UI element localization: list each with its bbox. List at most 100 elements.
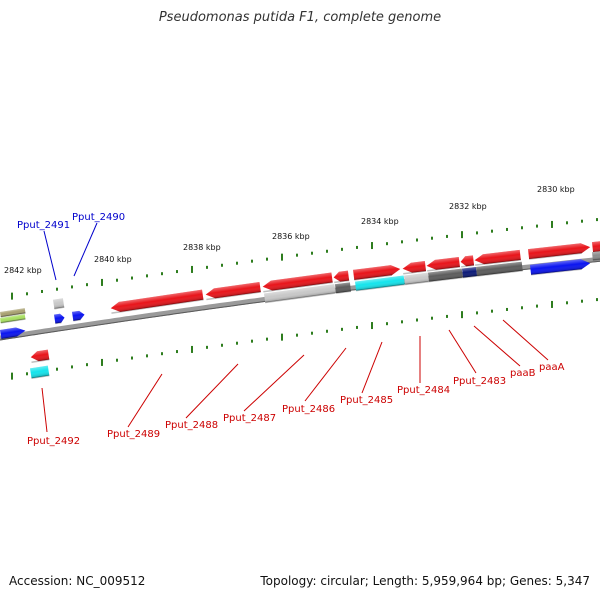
scale-ticks <box>11 218 598 380</box>
gene-r10-edge <box>111 298 204 314</box>
leader-pput-2487 <box>243 354 305 412</box>
gene-cyan1 <box>355 275 405 292</box>
gene-cyan2-edge <box>31 374 50 379</box>
gene-cyan1-shade <box>355 275 405 291</box>
gene-g0 <box>592 250 600 261</box>
gene-r8-edge <box>263 281 333 293</box>
scale-label-2834: 2834 kbp <box>361 217 399 226</box>
gene-r2-edge <box>475 259 521 266</box>
gene-r6-shade <box>353 265 401 280</box>
gene-b1 <box>530 259 591 276</box>
gene-lg3 <box>53 298 65 310</box>
gene-dg2 <box>428 268 463 283</box>
gene-r3-edge <box>461 264 475 268</box>
gene-lg3-edge <box>54 306 65 310</box>
gene-cyan1-edge <box>356 283 405 292</box>
scale-label-2832: 2832 kbp <box>449 202 487 211</box>
gene-r10 <box>110 289 204 314</box>
gene-label-paaa[interactable]: paaA <box>539 362 565 373</box>
gene-r4-edge <box>427 266 461 272</box>
gene-r8 <box>262 272 333 293</box>
gene-cyan2-shade <box>30 365 50 379</box>
gene-label-pput-2490[interactable]: Pput_2490 <box>72 212 125 223</box>
gene-r8-shade <box>262 272 333 291</box>
gene-r9-edge <box>206 291 261 301</box>
scale-label-2840: 2840 kbp <box>94 255 132 264</box>
gene-r1-edge <box>529 252 582 260</box>
gene-features <box>0 241 600 379</box>
gene-olive1 <box>0 308 26 318</box>
gene-r6-edge <box>354 274 393 281</box>
gene-b2-edge <box>1 335 18 340</box>
gene-lg2-edge <box>265 292 336 304</box>
gene-lg2-shade <box>264 284 336 303</box>
gene-r6 <box>353 265 401 281</box>
label-leader-lines <box>41 222 549 433</box>
gene-r4-shade <box>426 256 460 270</box>
leader-pput-2490 <box>73 222 98 277</box>
leader-pput-2491 <box>43 230 57 281</box>
gene-olive1-edge <box>0 312 26 318</box>
gene-dg3-shade <box>335 282 352 294</box>
gene-label-pput-2483[interactable]: Pput_2483 <box>453 376 506 387</box>
gene-r1b <box>592 241 600 253</box>
gene-r1b-shade <box>592 241 600 253</box>
gene-olive1-shade <box>0 308 26 317</box>
gene-label-pput-2491[interactable]: Pput_2491 <box>17 220 70 231</box>
gene-label-pput-2492[interactable]: Pput_2492 <box>27 436 80 447</box>
gene-label-pput-2485[interactable]: Pput_2485 <box>340 395 393 406</box>
gene-label-pput-2489[interactable]: Pput_2489 <box>107 429 160 440</box>
gene-label-pput-2488[interactable]: Pput_2488 <box>165 420 218 431</box>
gene-b3 <box>54 313 65 325</box>
gene-r5-edge <box>403 270 427 275</box>
leader-pput-2489 <box>127 373 163 428</box>
scale-label-2830: 2830 kbp <box>537 185 575 194</box>
gene-green1-edge <box>0 318 26 324</box>
gene-r4 <box>426 256 461 272</box>
gene-navy1-edge <box>462 275 478 279</box>
gene-lg1 <box>404 272 430 286</box>
gene-label-paab[interactable]: paaB <box>510 368 536 379</box>
gene-b2 <box>0 327 26 340</box>
gene-dg3-edge <box>336 290 352 294</box>
gene-g0-shade <box>592 250 600 261</box>
gene-lg3-shade <box>53 298 65 309</box>
gene-dg1-edge <box>476 269 523 277</box>
gene-r2-shade <box>474 249 521 265</box>
gene-label-pput-2486[interactable]: Pput_2486 <box>282 404 335 415</box>
gene-r1 <box>528 243 591 260</box>
leader-paab <box>473 325 521 367</box>
gene-lg1-shade <box>404 272 429 285</box>
gene-r3-shade <box>460 255 475 267</box>
gene-cyan2 <box>30 365 50 379</box>
scale-label-2838: 2838 kbp <box>183 243 221 252</box>
gene-r1-shade <box>528 243 591 260</box>
map-title: Pseudomonas putida F1, complete genome <box>158 10 442 25</box>
gene-green1-shade <box>0 314 26 323</box>
gene-r11-edge <box>31 358 50 363</box>
leader-pput-2485 <box>361 341 383 394</box>
gene-r7-shade <box>333 270 350 282</box>
gene-lg1-edge <box>405 280 430 286</box>
gene-dg2-edge <box>428 276 463 283</box>
gene-navy1-shade <box>462 267 477 278</box>
gene-b3-shade <box>54 313 65 324</box>
gene-label-pput-2484[interactable]: Pput_2484 <box>397 385 450 396</box>
leader-pput-2488 <box>185 363 239 419</box>
gene-label-pput-2487[interactable]: Pput_2487 <box>223 413 276 424</box>
leader-pput-2483 <box>448 329 477 374</box>
gene-lg2 <box>264 284 336 304</box>
gene-green1 <box>0 314 26 324</box>
gene-r10-shade <box>110 289 204 312</box>
gene-r5-shade <box>402 261 427 273</box>
gene-r7-edge <box>334 279 350 284</box>
gene-dg1-shade <box>476 261 523 276</box>
gene-b2-shade <box>0 327 26 339</box>
gene-b4-edge <box>73 319 81 322</box>
gene-r11-shade <box>30 349 50 362</box>
leader-pput-2492 <box>41 387 48 433</box>
gene-dg2-shade <box>428 268 463 282</box>
scale-label-2842: 2842 kbp <box>4 266 42 275</box>
gene-b1-shade <box>530 259 591 275</box>
